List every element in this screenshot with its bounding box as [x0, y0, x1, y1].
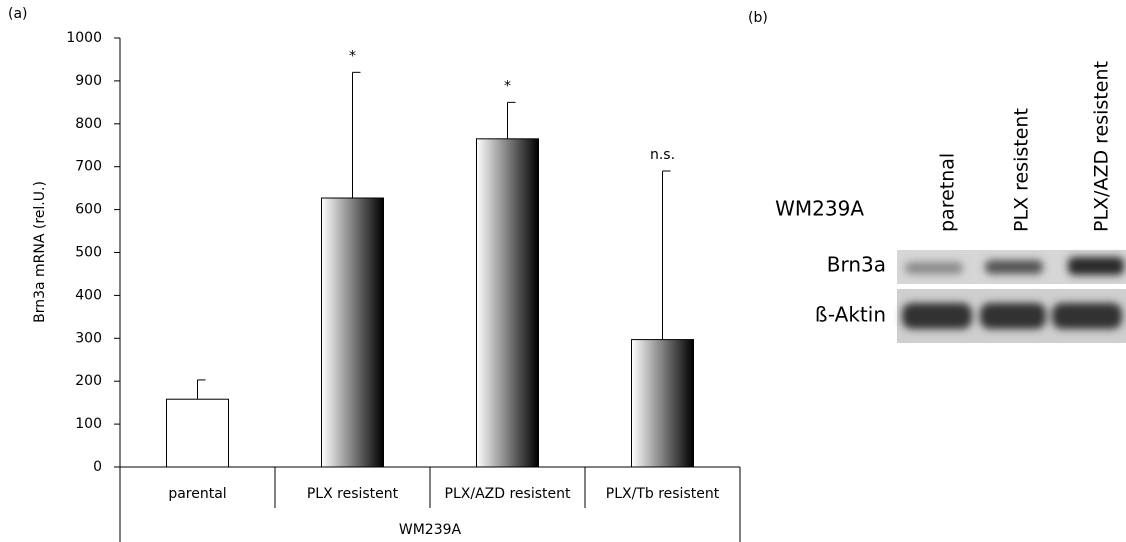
x-tick-label: PLX/AZD resistent [445, 486, 571, 502]
row-label: ß-Aktin [815, 303, 886, 327]
cell-line-label: WM239A [775, 197, 864, 221]
x-tick-label: parental [168, 486, 226, 502]
annotation: * [349, 48, 356, 64]
y-tick-label: 700 [75, 159, 102, 175]
lane-label: paretnal [937, 153, 959, 232]
bar [167, 399, 229, 467]
lane-label: PLX/AZD resistent [1091, 61, 1113, 232]
y-tick-label: 900 [75, 73, 102, 89]
y-tick-label: 0 [93, 459, 102, 475]
annotation: n.s. [650, 147, 675, 163]
page: {"chart_data": {"type": "bar", "panel_la… [0, 0, 1126, 542]
y-tick-label: 1000 [66, 30, 102, 46]
x-tick-label: PLX resistent [307, 486, 399, 502]
y-tick-label: 800 [75, 116, 102, 132]
y-tick-label: 100 [75, 416, 102, 432]
y-axis-label: Brn3a mRNA (rel.U.) [32, 181, 48, 323]
y-tick-label: 400 [75, 287, 102, 303]
y-tick-label: 300 [75, 330, 102, 346]
bar [477, 139, 539, 467]
panel-label: (a) [8, 6, 28, 22]
figure: (a) Brn3a mRNA (rel.U.) WM239A (b) WM239… [0, 0, 1126, 542]
y-tick-label: 600 [75, 202, 102, 218]
y-tick-label: 200 [75, 373, 102, 389]
row-label: Brn3a [827, 253, 886, 277]
y-tick-label: 500 [75, 245, 102, 261]
x-tick-label: PLX/Tb resistent [606, 486, 720, 502]
panel-label: (b) [748, 10, 768, 26]
group-label: WM239A [399, 522, 462, 538]
lane-label: PLX resistent [1011, 108, 1033, 232]
blot-image [897, 250, 1126, 343]
bar [322, 198, 384, 467]
annotation: * [504, 78, 511, 94]
bar [632, 340, 694, 467]
